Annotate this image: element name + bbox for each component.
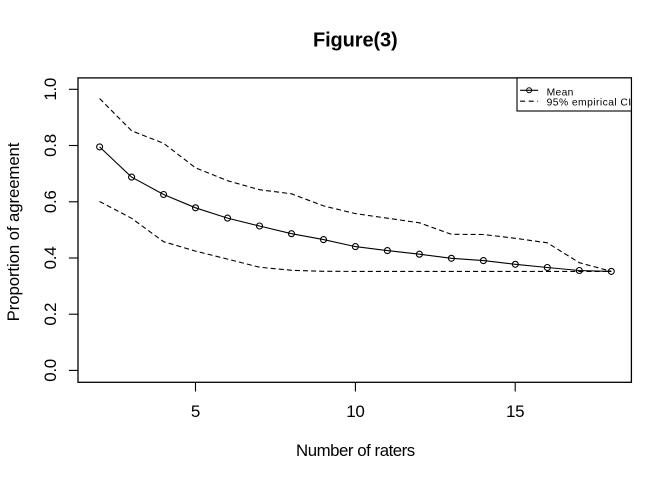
svg-text:95% empirical CI: 95% empirical CI (547, 97, 632, 108)
svg-text:5: 5 (191, 402, 200, 421)
svg-text:15: 15 (506, 402, 524, 421)
svg-text:Number of raters: Number of raters (296, 441, 415, 460)
svg-text:0.0: 0.0 (41, 359, 60, 382)
svg-text:0.4: 0.4 (41, 247, 60, 270)
svg-text:1.0: 1.0 (41, 78, 60, 101)
svg-text:0.8: 0.8 (41, 134, 60, 157)
svg-text:0.6: 0.6 (41, 190, 60, 213)
svg-text:10: 10 (346, 402, 364, 421)
svg-text:0.2: 0.2 (41, 303, 60, 326)
svg-text:Figure(3): Figure(3) (313, 30, 398, 52)
svg-text:Proportion of agreement: Proportion of agreement (4, 142, 23, 321)
svg-text:Mean: Mean (547, 87, 574, 98)
